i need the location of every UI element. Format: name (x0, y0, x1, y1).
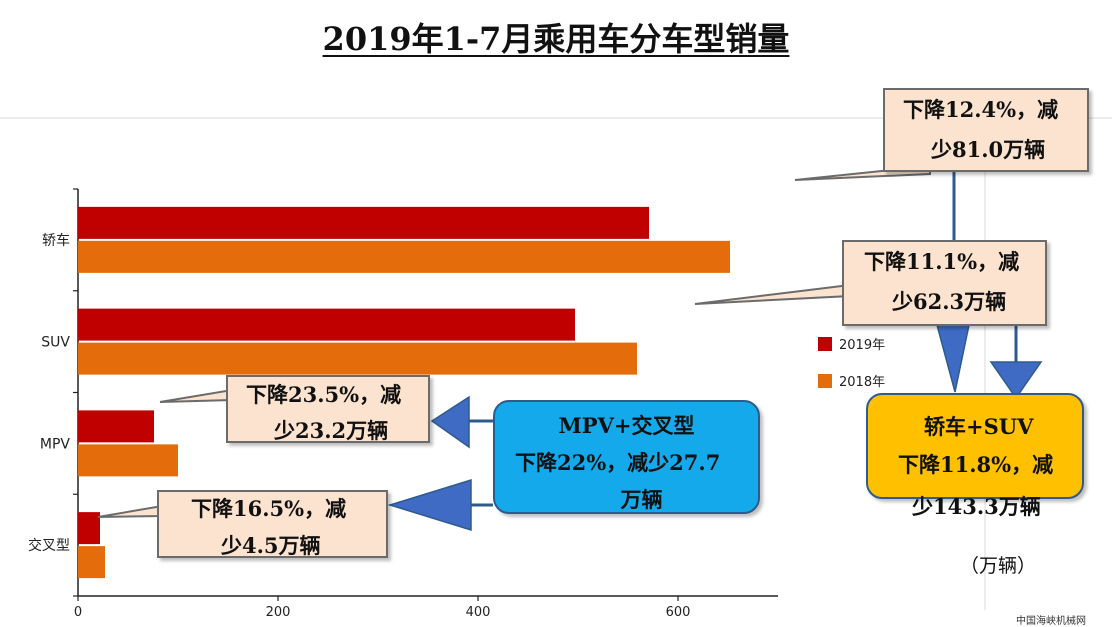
arrow-sedan-down (936, 324, 970, 393)
legend-swatch (818, 374, 832, 388)
summary-sedan-suv-line-2: 下降11.8%，减 (898, 452, 1054, 477)
pointer-suv (694, 283, 851, 305)
bar-2018 (78, 240, 730, 273)
callout-suv-line-2: 少62.3万辆 (892, 289, 1007, 314)
callout-sedan-line-2: 少81.0万辆 (931, 137, 1046, 162)
chart-title: 2019年1-7月乘用车分车型销量 (322, 20, 790, 58)
bar-2018 (78, 342, 637, 375)
summary-sedan-suv-line-3: 少143.3万辆 (912, 494, 1041, 519)
arrow-cross-left (387, 478, 472, 532)
bar-2019 (78, 206, 649, 239)
legend-swatch (818, 337, 832, 351)
arrow-mpv-left (430, 395, 470, 449)
summary-mpv-cross: MPV+交叉型 下降22%，减少27.7 万辆 (493, 400, 760, 514)
bar-2018 (78, 546, 105, 579)
unit-label: （万辆） (960, 555, 1037, 577)
legend-label: 2018年 (839, 375, 885, 390)
callout-suv: 下降11.1%，减 少62.3万辆 (842, 240, 1047, 326)
callout-mpv: 下降23.5%，减 少23.2万辆 (226, 375, 430, 443)
callout-sedan: 下降12.4%，减 少81.0万辆 (883, 88, 1089, 172)
summary-mpv-cross-line-3: 万辆 (620, 487, 663, 512)
summary-mpv-cross-line-1: MPV+交叉型 (558, 413, 695, 438)
bar-2019 (78, 308, 575, 341)
legend-label: 2019年 (839, 338, 885, 353)
chart-legend: 2019年 2018年 (818, 337, 885, 390)
pointer-mpv (159, 388, 233, 403)
summary-sedan-suv-line-1: 轿车+SUV (924, 414, 1034, 439)
pointer-cross (97, 504, 163, 518)
source-watermark: 中国海峡机械网 (1016, 616, 1086, 627)
category-label: MPV (40, 436, 71, 452)
callout-sedan-line-1: 下降12.4%，减 (903, 97, 1059, 122)
callout-cross-line-2: 少4.5万辆 (221, 533, 321, 558)
callout-cross-line-1: 下降16.5%，减 (191, 496, 347, 521)
chart-bars (78, 206, 730, 579)
x-tick-label: 400 (466, 605, 491, 620)
bar-2019 (78, 512, 100, 545)
callout-cross: 下降16.5%，减 少4.5万辆 (157, 490, 388, 558)
summary-mpv-cross-line-2: 下降22%，减少27.7 (515, 450, 721, 475)
category-label: 轿车 (42, 232, 70, 249)
bar-2019 (78, 410, 154, 443)
x-tick-label: 0 (74, 605, 82, 620)
callout-mpv-line-1: 下降23.5%，减 (246, 382, 402, 407)
category-label: SUV (41, 335, 70, 351)
category-label: 交叉型 (28, 537, 70, 554)
x-tick-label: 200 (266, 605, 291, 620)
callout-mpv-line-2: 少23.2万辆 (274, 418, 389, 443)
x-tick-label: 600 (666, 605, 691, 620)
callout-connectors (97, 164, 1043, 532)
callout-suv-line-1: 下降11.1%，减 (864, 249, 1020, 274)
arrow-suv-down (989, 361, 1043, 400)
bar-2018 (78, 444, 178, 477)
summary-sedan-suv: 轿车+SUV 下降11.8%，减 少143.3万辆 (866, 393, 1084, 519)
